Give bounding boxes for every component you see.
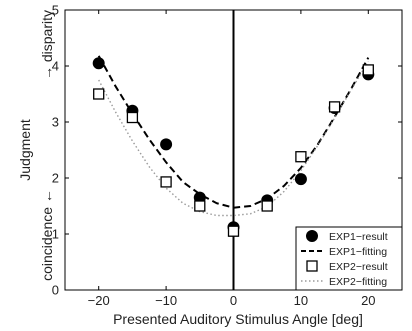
x-tick-label: 20 [361, 293, 375, 308]
data-point-square [328, 101, 341, 113]
plot-area [64, 9, 403, 291]
y-tick-label: 3 [52, 115, 59, 130]
legend: EXP1−result EXP1−fitting EXP2−result EXP2−f… [295, 226, 403, 291]
axis-labels: Presented Auditory Stimulus Angle [deg] … [17, 10, 363, 327]
data-point-square [362, 64, 374, 76]
data-point-circle [160, 138, 173, 151]
series-layer [92, 55, 375, 237]
x-tick-label: −20 [88, 293, 110, 308]
series-line-dashed [97, 55, 370, 209]
y-tick-label: 0 [52, 283, 59, 298]
y-tick-label: 2 [52, 171, 59, 186]
data-point-square [93, 88, 105, 100]
y-axis-subtitle-top: → disparity [39, 10, 55, 80]
data-point-square [261, 200, 273, 212]
legend-label: EXP2−fitting [329, 276, 387, 288]
legend-box [295, 226, 403, 291]
legend-marker-circle [306, 230, 318, 242]
y-axis-title: Judgment [17, 119, 33, 181]
legend-marker-square [306, 260, 318, 272]
data-point-square [126, 111, 139, 124]
y-tick-label: 1 [52, 227, 59, 242]
data-point-circle [294, 173, 307, 186]
data-point-square [160, 176, 172, 188]
data-point-square [227, 225, 240, 237]
y-tick-label: 5 [52, 3, 59, 18]
legend-label: EXP1−result [329, 231, 388, 243]
legend-label: EXP1−fitting [329, 246, 387, 258]
x-tick-label: −10 [155, 293, 177, 308]
data-point-circle [92, 57, 105, 70]
series-line-dotted [98, 61, 369, 217]
data-point-square [194, 200, 206, 212]
y-axis-subtitle-bottom: coincidence ← [39, 189, 55, 281]
axes: −20 −10 0 10 20 0 1 2 3 4 5 [52, 3, 402, 308]
x-tick-label: 0 [230, 293, 237, 308]
y-tick-label: 4 [52, 59, 59, 74]
legend-label: EXP2−result [329, 261, 388, 273]
x-axis-title: Presented Auditory Stimulus Angle [deg] [113, 311, 363, 327]
x-tick-label: 10 [294, 293, 308, 308]
data-point-square [295, 151, 307, 163]
